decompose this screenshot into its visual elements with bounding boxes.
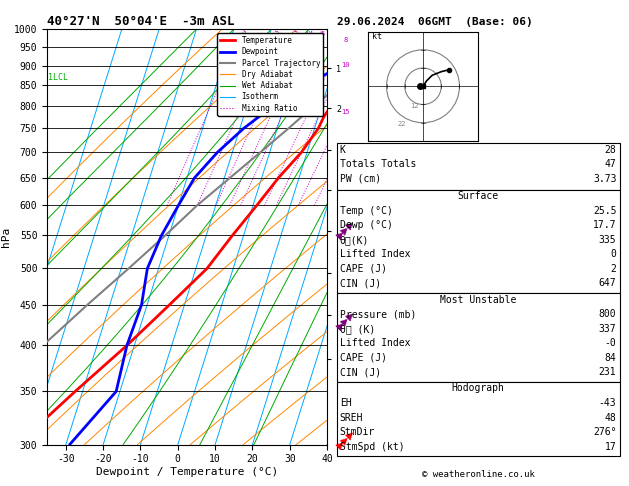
- Text: Lifted Index: Lifted Index: [340, 338, 410, 348]
- Text: 2: 2: [611, 264, 616, 274]
- Text: 84: 84: [604, 353, 616, 363]
- Text: 17.7: 17.7: [593, 220, 616, 230]
- Text: 47: 47: [604, 159, 616, 170]
- Text: 15: 15: [342, 109, 350, 115]
- Text: 25: 25: [340, 172, 349, 177]
- Text: Surface: Surface: [457, 191, 499, 201]
- Text: Dewp (°C): Dewp (°C): [340, 220, 392, 230]
- Text: 3: 3: [294, 31, 298, 37]
- Text: StmSpd (kt): StmSpd (kt): [340, 442, 404, 452]
- Text: CIN (J): CIN (J): [340, 278, 381, 289]
- Text: PW (cm): PW (cm): [340, 174, 381, 184]
- Text: ▶▶▶: ▶▶▶: [335, 309, 358, 332]
- Text: -0: -0: [604, 338, 616, 348]
- Text: 17: 17: [604, 442, 616, 452]
- Text: 1: 1: [242, 31, 247, 37]
- Text: 4: 4: [309, 31, 313, 37]
- Text: 48: 48: [604, 413, 616, 423]
- Y-axis label: hPa: hPa: [1, 227, 11, 247]
- Text: K: K: [340, 145, 345, 155]
- Text: Totals Totals: Totals Totals: [340, 159, 416, 170]
- Text: Hodograph: Hodograph: [452, 383, 504, 394]
- Text: 2: 2: [274, 31, 279, 37]
- X-axis label: Dewpoint / Temperature (°C): Dewpoint / Temperature (°C): [96, 467, 278, 477]
- Text: 25.5: 25.5: [593, 206, 616, 216]
- Text: 335: 335: [599, 235, 616, 245]
- Text: θᴄ(K): θᴄ(K): [340, 235, 369, 245]
- Text: 28: 28: [604, 145, 616, 155]
- Text: ▶▶▶: ▶▶▶: [335, 218, 358, 241]
- Text: 8: 8: [343, 36, 347, 42]
- Text: © weatheronline.co.uk: © weatheronline.co.uk: [421, 469, 535, 479]
- Text: 800: 800: [599, 309, 616, 319]
- Text: kt: kt: [372, 32, 382, 41]
- Text: θᴄ (K): θᴄ (K): [340, 324, 375, 334]
- Text: Most Unstable: Most Unstable: [440, 295, 516, 305]
- Text: 0: 0: [611, 249, 616, 260]
- Text: 40°27'N  50°04'E  -3m ASL: 40°27'N 50°04'E -3m ASL: [47, 15, 235, 28]
- Text: 20: 20: [341, 144, 350, 150]
- Text: 5: 5: [320, 31, 325, 37]
- Text: 29.06.2024  06GMT  (Base: 06): 29.06.2024 06GMT (Base: 06): [337, 17, 532, 27]
- Text: 231: 231: [599, 367, 616, 378]
- Text: 647: 647: [599, 278, 616, 289]
- Text: 276°: 276°: [593, 427, 616, 437]
- Text: 3.73: 3.73: [593, 174, 616, 184]
- Text: 1LCL: 1LCL: [48, 73, 69, 82]
- Text: 337: 337: [599, 324, 616, 334]
- Text: 10: 10: [341, 62, 350, 69]
- Legend: Temperature, Dewpoint, Parcel Trajectory, Dry Adiabat, Wet Adiabat, Isotherm, Mi: Temperature, Dewpoint, Parcel Trajectory…: [217, 33, 323, 116]
- Text: EH: EH: [340, 398, 352, 408]
- Text: CIN (J): CIN (J): [340, 367, 381, 378]
- Text: 22: 22: [398, 122, 406, 127]
- Text: Pressure (mb): Pressure (mb): [340, 309, 416, 319]
- Text: SREH: SREH: [340, 413, 363, 423]
- Y-axis label: km
ASL: km ASL: [344, 229, 364, 244]
- Text: StmDir: StmDir: [340, 427, 375, 437]
- Text: ▶▶▶: ▶▶▶: [335, 428, 358, 451]
- Text: CAPE (J): CAPE (J): [340, 264, 387, 274]
- Text: Lifted Index: Lifted Index: [340, 249, 410, 260]
- Text: CAPE (J): CAPE (J): [340, 353, 387, 363]
- Text: -43: -43: [599, 398, 616, 408]
- Text: 12: 12: [410, 103, 419, 109]
- Text: Temp (°C): Temp (°C): [340, 206, 392, 216]
